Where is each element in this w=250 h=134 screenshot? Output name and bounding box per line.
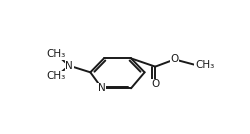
- Text: CH₃: CH₃: [195, 60, 214, 70]
- Text: O: O: [170, 54, 179, 64]
- Text: CH₃: CH₃: [47, 71, 66, 81]
- Text: CH₃: CH₃: [47, 49, 66, 59]
- Text: O: O: [151, 79, 160, 89]
- Text: N: N: [65, 61, 73, 71]
- Text: N: N: [98, 83, 106, 93]
